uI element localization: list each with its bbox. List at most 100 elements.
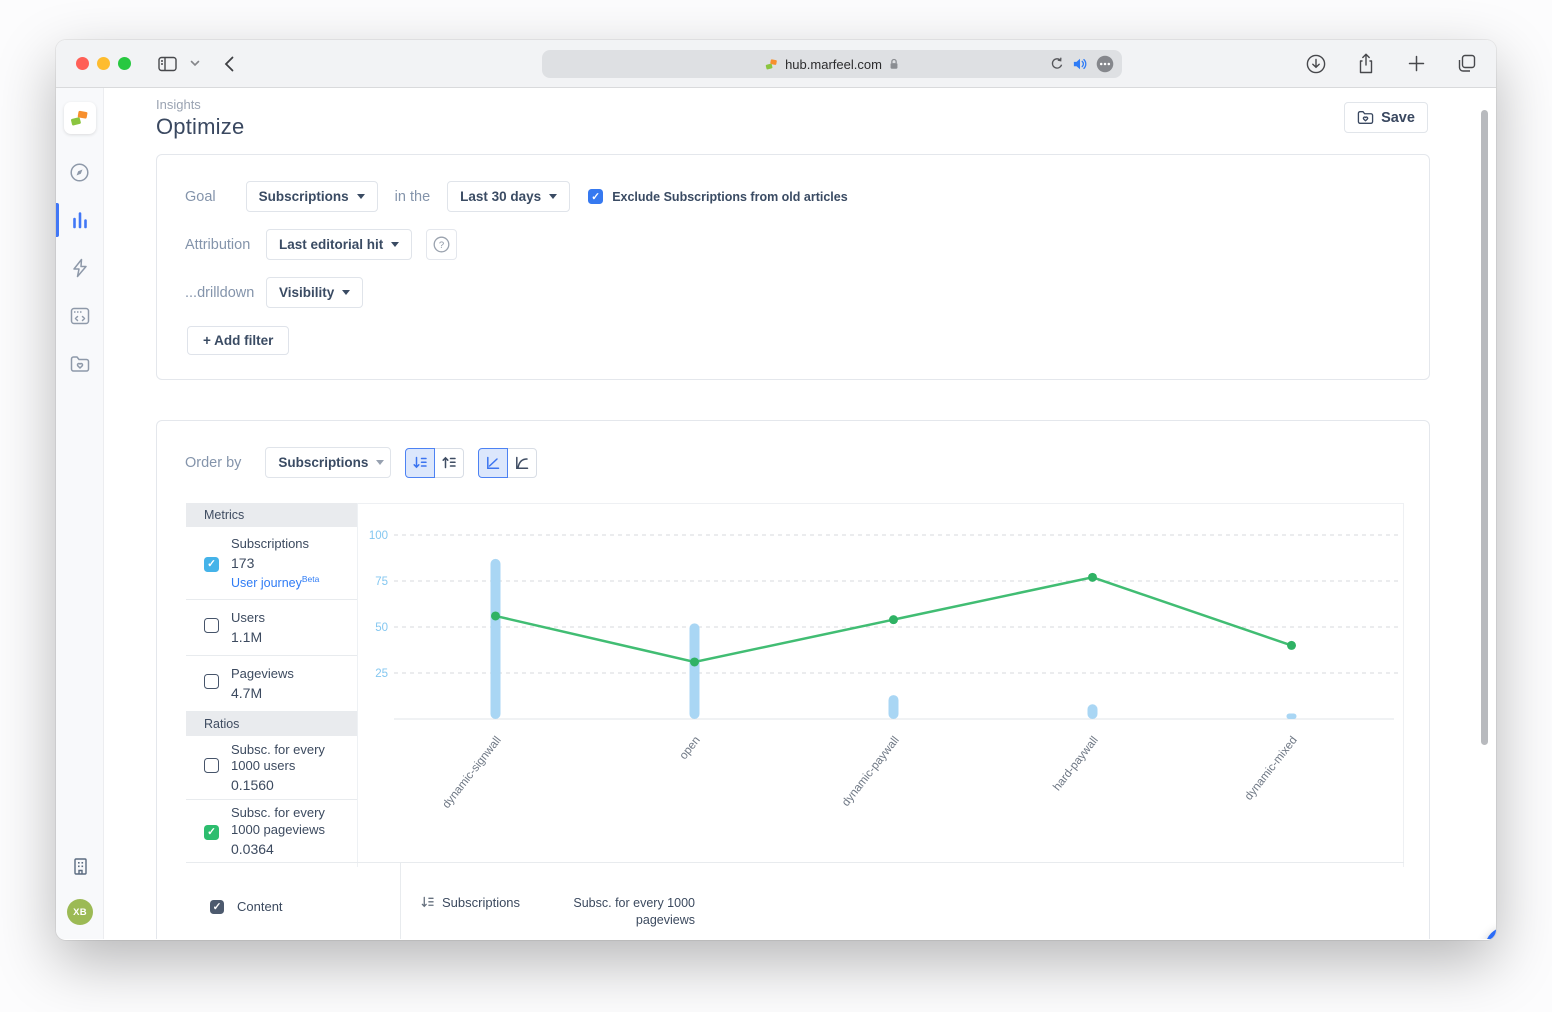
svg-text:25: 25 [375,668,388,680]
sort-ascending-button[interactable] [434,447,465,478]
downloads-icon[interactable] [1302,50,1330,78]
app-sidebar: XB [56,88,104,939]
save-button-label: Save [1381,109,1415,126]
sort-descending-icon [421,896,434,908]
order-by-label: Order by [185,454,242,471]
traffic-lights [76,57,131,70]
ratio-pageviews-checkbox[interactable] [204,824,219,840]
add-filter-button[interactable]: + Add filter [187,326,290,355]
svg-text:hard-paywall: hard-paywall [1051,734,1101,793]
share-icon[interactable] [1352,50,1380,78]
ratio-row-pageviews[interactable]: Subsc. for every 1000 pageviews 0.0364 [186,800,357,862]
sidebar-item-discover[interactable] [56,148,104,196]
speaker-icon[interactable] [1072,57,1088,71]
svg-text:dynamic-mixed: dynamic-mixed [1243,734,1300,802]
sort-descending-button[interactable] [405,447,436,478]
attribution-help-button[interactable]: ? [426,229,458,260]
metrics-and-chart: Metrics Subscriptions 173 User journeyBe… [186,503,1404,867]
content-table-left-cell: Content [186,863,401,939]
combo-chart[interactable]: 25 50 75 100 dynamic-signwall open dynamic-pay… [358,504,1403,862]
user-journey-link[interactable]: User journeyBeta [231,574,320,591]
sidebar-item-automations[interactable] [56,244,104,292]
app-frame: XB Insights Optimize Save Goal Subscript… [56,88,1496,939]
metrics-header: Metrics [186,503,357,527]
users-checkbox[interactable] [204,617,219,633]
folder-heart-icon [70,356,89,372]
beta-badge: Beta [301,574,320,585]
marfeel-favicon [765,58,777,69]
chart-type-toggle [478,447,538,478]
drilldown-label: ...drilldown [185,284,255,301]
browser-window: hub.marfeel.com [56,40,1496,940]
exclude-subscriptions-checkbox[interactable] [588,189,604,204]
metric-row-users[interactable]: Users 1.1M [186,600,357,656]
goal-dropdown[interactable]: Subscriptions [245,181,378,212]
user-avatar[interactable]: XB [67,899,93,925]
code-window-icon [70,307,89,325]
chart-panel: Order by Subscriptions [156,420,1430,939]
lock-icon [890,58,898,69]
svg-text:open: open [678,734,703,762]
curve-chart-button[interactable] [507,447,538,478]
compass-icon [70,162,89,182]
sidebar-toggle-icon[interactable] [153,50,181,78]
content-table: Content Subscriptions Subsc. for eve [186,862,1404,939]
order-by-dropdown[interactable]: Subscriptions [265,447,392,478]
line-chart-button[interactable] [478,447,509,478]
caret-down-icon [391,242,400,247]
ratio-row-users[interactable]: Subsc. for every 1000 users 0.1560 [186,736,357,800]
column-header-subscriptions[interactable]: Subscriptions [421,895,551,939]
sidebar-item-organization[interactable] [71,857,90,881]
marfeel-logo[interactable] [63,102,96,134]
content-label: Content [237,899,283,914]
vertical-scrollbar[interactable] [1481,110,1488,745]
address-bar[interactable]: hub.marfeel.com [542,50,1122,78]
svg-text:100: 100 [369,530,388,542]
column-header-ratio[interactable]: Subsc. for every 1000 pageviews [573,896,695,927]
chart-area: 25 50 75 100 dynamic-signwall open dynamic-pay… [358,503,1404,867]
building-icon [73,858,87,875]
chevron-down-icon[interactable] [181,50,209,78]
attribution-dropdown[interactable]: Last editorial hit [266,229,413,260]
svg-text:50: 50 [375,622,388,634]
caret-down-icon [342,290,351,295]
folder-heart-icon [1357,111,1374,124]
sidebar-item-integrations[interactable] [56,292,104,340]
svg-text:dynamic-paywall: dynamic-paywall [840,734,902,808]
filters-panel: Goal Subscriptions in the Last 30 days E… [156,154,1430,380]
zoom-window-button[interactable] [118,57,131,70]
subscriptions-checkbox[interactable] [204,556,219,572]
reload-icon[interactable] [1050,57,1064,71]
caret-down-icon [549,194,558,199]
page-title: Optimize [156,114,245,139]
sort-descending-icon [413,456,428,469]
period-dropdown[interactable]: Last 30 days [447,181,571,212]
save-button[interactable]: Save [1344,102,1428,133]
sidebar-item-saved[interactable] [56,340,104,388]
caret-down-icon [356,194,365,199]
metric-row-subscriptions[interactable]: Subscriptions 173 User journeyBeta [186,527,357,600]
metric-row-pageviews[interactable]: Pageviews 4.7M [186,656,357,712]
caret-down-icon [376,460,385,465]
in-the-label: in the [394,188,431,205]
minimize-window-button[interactable] [97,57,110,70]
sidebar-item-analytics[interactable] [56,196,104,244]
sort-direction-toggle [405,447,465,478]
browser-titlebar: hub.marfeel.com [56,40,1496,88]
back-button[interactable] [215,50,243,78]
tab-overview-icon[interactable] [1452,50,1480,78]
content-checkbox[interactable] [210,899,224,914]
line-chart-icon [487,456,500,469]
svg-text:?: ? [439,240,444,251]
ratios-header: Ratios [186,712,357,736]
ratio-users-checkbox[interactable] [204,757,219,773]
main-content: Insights Optimize Save Goal Subscription… [104,88,1496,939]
pageviews-checkbox[interactable] [204,673,219,689]
drilldown-dropdown[interactable]: Visibility [266,277,364,308]
attribution-label: Attribution [185,236,251,253]
intercom-launcher[interactable] [1485,927,1496,939]
more-options-icon[interactable] [1096,55,1114,73]
question-mark-icon: ? [433,236,450,253]
close-window-button[interactable] [76,57,89,70]
new-tab-icon[interactable] [1402,50,1430,78]
